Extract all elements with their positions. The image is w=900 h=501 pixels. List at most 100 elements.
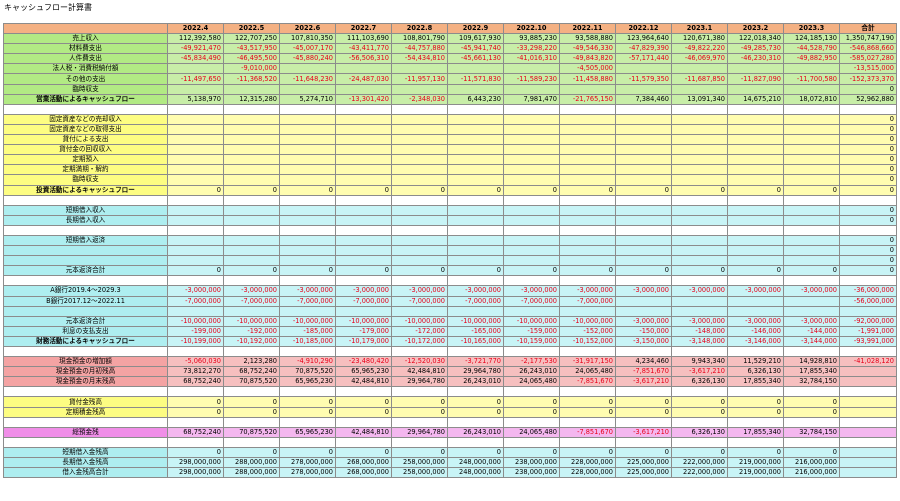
- value-cell[interactable]: 0: [335, 406, 392, 418]
- value-cell[interactable]: 0: [335, 446, 392, 459]
- value-cell[interactable]: -3,000,000: [559, 285, 616, 297]
- value-cell[interactable]: -10,199,000: [167, 335, 224, 348]
- value-cell[interactable]: 17,855,340: [727, 376, 784, 388]
- total-cell[interactable]: 0: [839, 204, 897, 216]
- value-cell[interactable]: [615, 255, 672, 267]
- value-cell[interactable]: [503, 305, 560, 317]
- value-cell[interactable]: [559, 255, 616, 267]
- value-cell[interactable]: [223, 255, 280, 267]
- value-cell[interactable]: 248,000,000: [447, 467, 504, 479]
- value-cell[interactable]: [783, 245, 840, 257]
- value-cell[interactable]: -192,000: [223, 325, 280, 337]
- header-period-cell[interactable]: 2022.11: [559, 22, 616, 35]
- value-cell[interactable]: 13,091,340: [671, 93, 728, 105]
- value-cell[interactable]: 17,855,340: [727, 426, 784, 438]
- value-cell[interactable]: 0: [391, 396, 448, 408]
- value-cell[interactable]: -3,000,000: [727, 315, 784, 327]
- value-cell[interactable]: [727, 164, 784, 176]
- value-cell[interactable]: 0: [223, 406, 280, 418]
- value-cell[interactable]: -3,000,000: [783, 285, 840, 297]
- value-cell[interactable]: 18,072,810: [783, 93, 840, 105]
- value-cell[interactable]: -3,617,210: [615, 376, 672, 388]
- value-cell[interactable]: -54,434,810: [391, 53, 448, 65]
- value-cell[interactable]: -21,765,150: [559, 93, 616, 105]
- value-cell[interactable]: 0: [615, 396, 672, 408]
- value-cell[interactable]: [447, 234, 504, 247]
- value-cell[interactable]: [391, 113, 448, 125]
- row-label-cell[interactable]: [3, 255, 168, 267]
- value-cell[interactable]: [279, 144, 336, 156]
- value-cell[interactable]: -7,000,000: [167, 295, 224, 307]
- value-cell[interactable]: -199,000: [167, 325, 224, 337]
- value-cell[interactable]: [615, 245, 672, 257]
- value-cell[interactable]: 24,065,480: [559, 366, 616, 378]
- row-label-cell[interactable]: [3, 305, 168, 317]
- value-cell[interactable]: [671, 214, 728, 226]
- value-cell[interactable]: [223, 214, 280, 226]
- total-cell[interactable]: 0: [839, 184, 897, 196]
- value-cell[interactable]: [671, 305, 728, 317]
- value-cell[interactable]: 42,484,810: [391, 366, 448, 378]
- total-cell[interactable]: 1,350,747,190: [839, 33, 897, 45]
- value-cell[interactable]: 268,000,000: [335, 467, 392, 479]
- value-cell[interactable]: 0: [279, 265, 336, 277]
- value-cell[interactable]: 0: [167, 406, 224, 418]
- value-cell[interactable]: [167, 174, 224, 186]
- value-cell[interactable]: [391, 154, 448, 166]
- value-cell[interactable]: 288,000,000: [223, 467, 280, 479]
- value-cell[interactable]: -2,177,530: [503, 356, 560, 368]
- value-cell[interactable]: 6,326,130: [727, 366, 784, 378]
- total-cell[interactable]: 0: [839, 255, 897, 267]
- value-cell[interactable]: [167, 134, 224, 146]
- value-cell[interactable]: 0: [223, 184, 280, 196]
- value-cell[interactable]: [559, 234, 616, 247]
- value-cell[interactable]: [783, 234, 840, 247]
- value-cell[interactable]: [391, 234, 448, 247]
- value-cell[interactable]: -165,000: [447, 325, 504, 337]
- value-cell[interactable]: 0: [671, 184, 728, 196]
- value-cell[interactable]: 0: [783, 184, 840, 196]
- value-cell[interactable]: 0: [391, 184, 448, 196]
- total-cell[interactable]: 0: [839, 164, 897, 176]
- value-cell[interactable]: -3,000,000: [671, 285, 728, 297]
- value-cell[interactable]: -11,579,350: [615, 73, 672, 85]
- value-cell[interactable]: [335, 305, 392, 317]
- value-cell[interactable]: -11,827,090: [727, 73, 784, 85]
- value-cell[interactable]: 0: [447, 396, 504, 408]
- row-label-cell[interactable]: 臨時収支: [3, 83, 168, 95]
- value-cell[interactable]: 0: [391, 265, 448, 277]
- value-cell[interactable]: [671, 134, 728, 146]
- value-cell[interactable]: -3,000,000: [727, 285, 784, 297]
- row-label-cell[interactable]: 長期借入収入: [3, 214, 168, 226]
- value-cell[interactable]: 0: [727, 446, 784, 459]
- value-cell[interactable]: [559, 214, 616, 226]
- value-cell[interactable]: 0: [279, 396, 336, 408]
- row-label-cell[interactable]: 固定資産などの売却収入: [3, 113, 168, 125]
- value-cell[interactable]: [727, 134, 784, 146]
- value-cell[interactable]: -7,851,670: [559, 426, 616, 438]
- value-cell[interactable]: [391, 174, 448, 186]
- value-cell[interactable]: 122,707,250: [223, 33, 280, 45]
- value-cell[interactable]: [503, 204, 560, 216]
- value-cell[interactable]: 0: [279, 446, 336, 459]
- value-cell[interactable]: 9,943,340: [671, 356, 728, 368]
- value-cell[interactable]: [727, 63, 784, 75]
- value-cell[interactable]: [223, 154, 280, 166]
- value-cell[interactable]: [391, 245, 448, 257]
- value-cell[interactable]: -23,480,420: [335, 356, 392, 368]
- value-cell[interactable]: 122,018,340: [727, 33, 784, 45]
- value-cell[interactable]: [727, 245, 784, 257]
- value-cell[interactable]: 70,875,520: [279, 366, 336, 378]
- header-period-cell[interactable]: 2022.7: [335, 22, 392, 35]
- value-cell[interactable]: 0: [503, 396, 560, 408]
- value-cell[interactable]: 6,443,230: [447, 93, 504, 105]
- value-cell[interactable]: [783, 63, 840, 75]
- value-cell[interactable]: [279, 214, 336, 226]
- header-period-cell[interactable]: 2022.8: [391, 22, 448, 35]
- value-cell[interactable]: [615, 164, 672, 176]
- value-cell[interactable]: [671, 113, 728, 125]
- row-label-cell[interactable]: 定期積金残高: [3, 406, 168, 418]
- row-label-cell[interactable]: 財務活動によるキャッシュフロー: [3, 335, 168, 348]
- value-cell[interactable]: 0: [559, 265, 616, 277]
- value-cell[interactable]: -7,000,000: [223, 295, 280, 307]
